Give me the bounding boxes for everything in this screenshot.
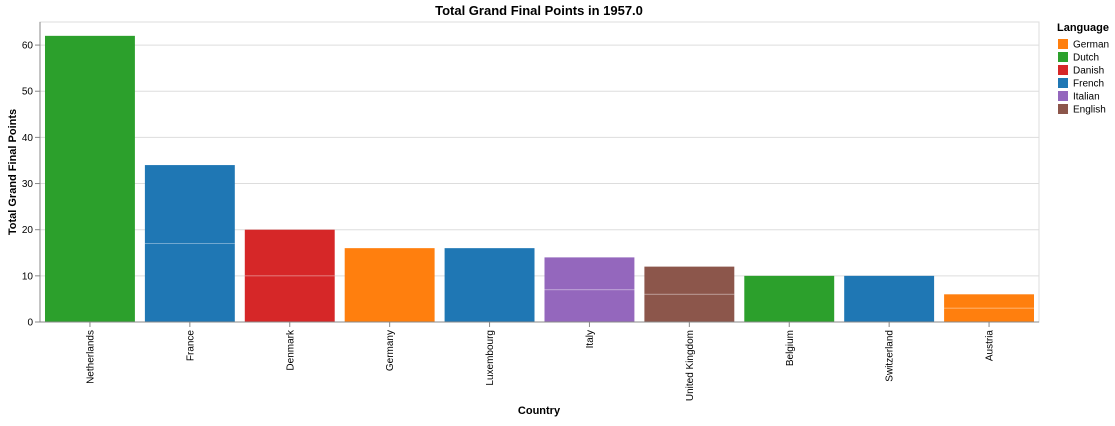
x-tick-label: Denmark — [285, 329, 296, 371]
bars-layer — [44, 35, 1035, 322]
legend-label: Italian — [1073, 92, 1100, 103]
x-tick-label: Germany — [385, 330, 396, 371]
legend-title: Language — [1057, 22, 1109, 34]
legend-item-dutch[interactable]: Dutch — [1058, 52, 1099, 64]
y-tick-label: 60 — [22, 41, 34, 52]
x-tick-label: Italy — [585, 330, 596, 348]
x-axis-title: Country — [518, 405, 561, 417]
bar-austria[interactable] — [944, 294, 1035, 322]
bar-segment[interactable] — [144, 243, 235, 322]
x-tick-label: Switzerland — [885, 330, 896, 382]
bar-segment[interactable] — [744, 275, 835, 322]
bar-luxembourg[interactable] — [444, 248, 535, 322]
legend-item-english[interactable]: English — [1058, 104, 1106, 116]
x-tick-label: Austria — [985, 330, 996, 362]
legend-label: French — [1073, 79, 1104, 90]
legend-label: English — [1073, 105, 1106, 116]
legend-label: Dutch — [1073, 53, 1099, 64]
x-tick-label: France — [185, 330, 196, 362]
bar-segment[interactable] — [144, 165, 235, 244]
legend: Language German Dutch Danish French Italian E… — [1057, 22, 1109, 116]
bar-segment[interactable] — [344, 248, 435, 322]
bar-segment[interactable] — [444, 248, 535, 322]
y-tick-label: 20 — [22, 225, 34, 236]
legend-swatch — [1058, 78, 1068, 88]
y-axis-title: Total Grand Final Points — [7, 109, 19, 235]
y-tick-label: 0 — [27, 318, 33, 329]
bar-segment[interactable] — [544, 257, 635, 290]
bar-segment[interactable] — [644, 266, 735, 295]
bar-segment[interactable] — [244, 275, 335, 322]
y-axis: 0 10 20 30 40 50 60 — [22, 41, 40, 329]
x-axis: Netherlands France Denmark Germany Luxembour… — [85, 322, 996, 401]
bar-segment[interactable] — [844, 275, 935, 322]
bar-segment[interactable] — [644, 294, 735, 322]
y-tick-label: 30 — [22, 179, 34, 190]
legend-item-german[interactable]: German — [1058, 39, 1109, 51]
legend-swatch — [1058, 39, 1068, 49]
legend-label: German — [1073, 40, 1109, 51]
y-tick-label: 50 — [22, 87, 34, 98]
bar-united-kingdom[interactable] — [644, 266, 735, 322]
bar-segment[interactable] — [944, 308, 1035, 322]
y-tick-label: 40 — [22, 133, 34, 144]
bar-segment[interactable] — [544, 289, 635, 322]
bar-italy[interactable] — [544, 257, 635, 322]
bar-belgium[interactable] — [744, 275, 835, 322]
bar-netherlands[interactable] — [44, 35, 135, 322]
legend-swatch — [1058, 65, 1068, 75]
bar-france[interactable] — [144, 165, 235, 322]
chart-title: Total Grand Final Points in 1957.0 — [435, 3, 643, 18]
bar-segment[interactable] — [44, 35, 135, 322]
legend-swatch — [1058, 104, 1068, 114]
legend-label: Danish — [1073, 66, 1104, 77]
legend-item-italian[interactable]: Italian — [1058, 91, 1100, 103]
x-tick-label: Belgium — [785, 330, 796, 366]
bar-germany[interactable] — [344, 248, 435, 322]
x-tick-label: Luxembourg — [485, 330, 496, 386]
x-tick-label: Netherlands — [85, 330, 96, 384]
y-tick-label: 10 — [22, 271, 34, 282]
legend-item-danish[interactable]: Danish — [1058, 65, 1104, 77]
bar-segment[interactable] — [944, 294, 1035, 309]
bar-segment[interactable] — [244, 229, 335, 276]
x-tick-label: United Kingdom — [685, 330, 696, 401]
legend-swatch — [1058, 91, 1068, 101]
legend-swatch — [1058, 52, 1068, 62]
bar-denmark[interactable] — [244, 229, 335, 322]
legend-item-french[interactable]: French — [1058, 78, 1104, 90]
bar-switzerland[interactable] — [844, 275, 935, 322]
